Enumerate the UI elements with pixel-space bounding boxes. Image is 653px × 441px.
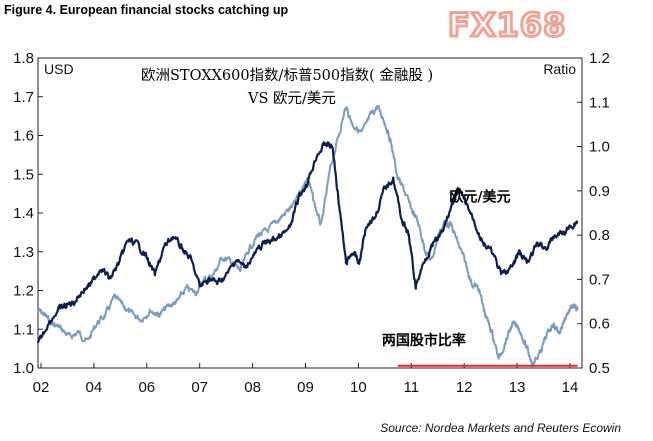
left-tick-label: 1.1 (13, 321, 34, 338)
fx168-logo: FX168 (448, 6, 567, 40)
annotation-eurusd: 欧元/美元 (449, 188, 510, 205)
left-tick-label: 1.6 (13, 128, 34, 145)
left-tick-label: 1.8 (13, 50, 34, 67)
left-tick-label: 1.5 (13, 166, 34, 183)
x-tick-label: 07 (191, 379, 208, 396)
series-ratio-line (37, 104, 579, 369)
right-tick-label: 1.1 (589, 94, 610, 111)
left-tick-label: 1.7 (13, 89, 34, 106)
left-tick-label: 1.4 (13, 205, 34, 222)
right-axis-label: Ratio (543, 61, 576, 77)
right-axis-ticks: 0.5 0.6 0.7 0.8 0.9 1.0 1.1 1.2 (577, 50, 610, 377)
series-layer (36, 104, 579, 369)
left-axis-ticks: 1.0 1.1 1.2 1.3 1.4 1.5 1.6 1.7 1.8 (13, 50, 43, 377)
right-tick-label: 0.8 (589, 227, 610, 244)
series-eurusd-line (36, 141, 579, 344)
x-tick-label: 14 (562, 379, 579, 396)
annotation-stock-ratio: 两国股市比率 (382, 332, 466, 349)
left-tick-label: 1.2 (13, 283, 34, 300)
x-tick-label: 13 (509, 379, 526, 396)
x-tick-label: 11 (404, 379, 420, 396)
x-tick-label: 09 (297, 379, 314, 396)
left-axis-label: USD (44, 61, 74, 77)
left-tick-label: 1.3 (13, 244, 34, 261)
x-tick-label: 06 (138, 379, 155, 396)
left-tick-label: 1.0 (13, 360, 34, 377)
right-tick-label: 1.2 (589, 50, 610, 67)
x-axis-ticks: 02 04 06 07 08 09 10 11 12 13 14 (33, 363, 579, 396)
x-tick-label: 12 (456, 379, 473, 396)
right-tick-label: 0.6 (589, 316, 610, 333)
chart-title-line-1: 欧洲STOXX600指数/标普500指数( 金融股 ) (141, 67, 433, 84)
x-tick-label: 02 (33, 379, 50, 396)
x-tick-label: 08 (244, 379, 261, 396)
source-note: Source: Nordea Markets and Reuters Ecowi… (380, 421, 621, 435)
x-tick-label: 04 (86, 379, 103, 396)
figure-title: Figure 4. European financial stocks catc… (4, 3, 289, 17)
logo-text: FX168 (448, 6, 566, 40)
right-tick-label: 0.7 (589, 271, 610, 288)
right-tick-label: 0.9 (589, 183, 610, 200)
right-tick-label: 0.5 (589, 360, 610, 377)
x-tick-label: 10 (350, 379, 367, 396)
right-tick-label: 1.0 (589, 139, 610, 156)
chart-title-line-2: VS 欧元/美元 (247, 90, 336, 107)
